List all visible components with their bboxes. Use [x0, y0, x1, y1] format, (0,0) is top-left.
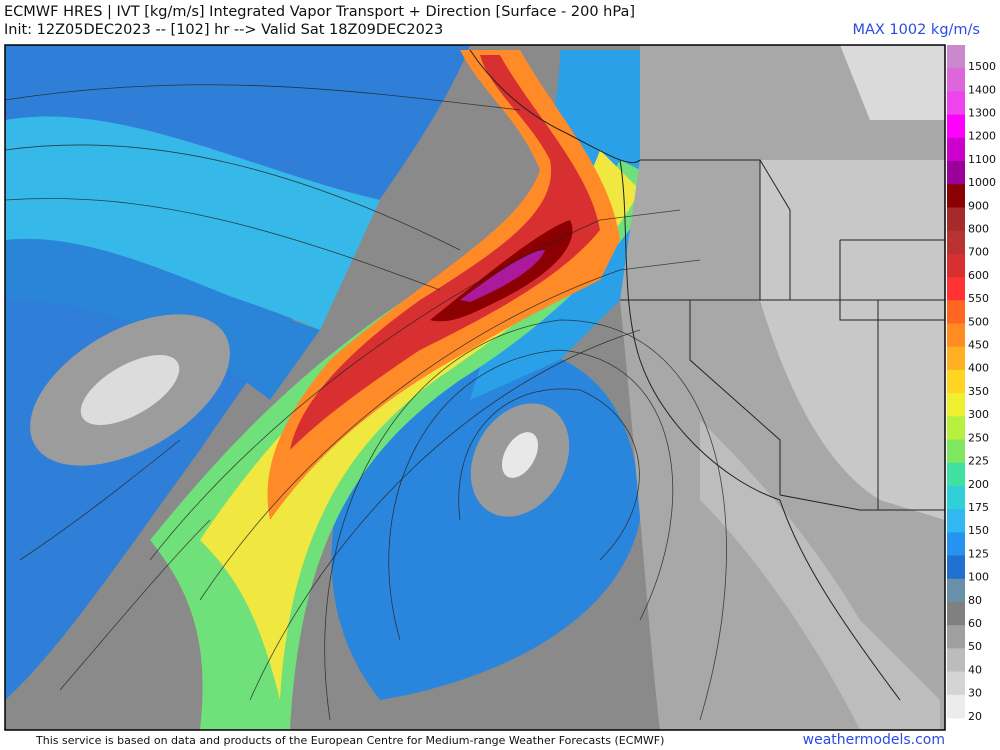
colorbar-label: 40 — [968, 663, 982, 676]
colorbar-swatch — [947, 694, 965, 719]
colorbar-label: 50 — [968, 640, 982, 653]
colorbar-swatch — [947, 555, 965, 580]
colorbar-label: 100 — [968, 571, 989, 584]
colorbar-label: 350 — [968, 385, 989, 398]
colorbar-label: 500 — [968, 315, 989, 328]
colorbar-swatch — [947, 207, 965, 232]
colorbar-label: 250 — [968, 431, 989, 444]
colorbar-swatch — [947, 300, 965, 324]
colorbar-label: 450 — [968, 339, 989, 352]
colorbar-label: 1400 — [968, 83, 996, 96]
borders — [469, 49, 945, 701]
colorbar-swatch — [947, 277, 965, 301]
colorbar-label: 600 — [968, 269, 989, 282]
colorbar-swatch — [947, 346, 965, 371]
colorbar-swatch — [947, 253, 965, 278]
subtitle: Init: 12Z05DEC2023 -- [102] hr --> Valid… — [4, 22, 444, 38]
colorbar-label: 800 — [968, 222, 989, 235]
colorbar-swatch — [947, 91, 965, 116]
map-frame — [4, 44, 946, 731]
colorbar-swatch — [947, 137, 965, 162]
colorbar: 1500 1400 1300 1200 1100 1000 900 800 700 600 550 5… — [947, 45, 996, 723]
colorbar-swatch — [947, 462, 965, 487]
colorbar-label: 200 — [968, 478, 989, 491]
streamlines — [5, 84, 727, 721]
colorbar-label: 1200 — [968, 130, 996, 143]
colorbar-swatch — [947, 601, 965, 626]
colorbar-label: 175 — [968, 501, 989, 514]
colorbar-swatch — [947, 439, 965, 464]
title: ECMWF HRES | IVT [kg/m/s] Integrated Vap… — [4, 4, 636, 20]
colorbar-label: 30 — [968, 687, 982, 700]
colorbar-label: 550 — [968, 292, 989, 305]
colorbar-label: 60 — [968, 617, 982, 630]
colorbar-swatch — [947, 485, 965, 510]
colorbar-label: 1300 — [968, 106, 996, 119]
site-name: weathermodels.com — [802, 732, 945, 748]
colorbar-swatch — [947, 648, 965, 673]
colorbar-swatch — [947, 369, 965, 394]
colorbar-swatch — [947, 416, 965, 441]
colorbar-label: 225 — [968, 455, 989, 468]
colorbar-label: 150 — [968, 524, 989, 537]
ivt-field — [5, 45, 945, 730]
colorbar-label: 80 — [968, 594, 982, 607]
colorbar-label: 900 — [968, 199, 989, 212]
max-label: MAX 1002 kg/m/s — [852, 22, 980, 38]
colorbar-swatch — [947, 323, 965, 348]
colorbar-swatch — [947, 532, 965, 557]
colorbar-swatch — [947, 393, 965, 417]
colorbar-swatch — [947, 184, 965, 208]
colorbar-swatch — [947, 45, 965, 69]
colorbar-swatch — [947, 161, 965, 185]
colorbar-label: 1100 — [968, 153, 996, 166]
colorbar-label: 1000 — [968, 176, 996, 189]
colorbar-label: 20 — [968, 710, 982, 723]
colorbar-swatch — [947, 625, 965, 649]
colorbar-swatch — [947, 114, 965, 139]
colorbar-label: 400 — [968, 362, 989, 375]
colorbar-label: 1500 — [968, 60, 996, 73]
colorbar-swatch — [947, 509, 965, 533]
colorbar-label: 700 — [968, 246, 989, 259]
colorbar-swatch — [947, 671, 965, 696]
colorbar-swatch — [947, 578, 965, 603]
footer-notice: This service is based on data and produc… — [36, 734, 665, 747]
colorbar-label: 300 — [968, 408, 989, 421]
colorbar-swatch — [947, 68, 965, 92]
colorbar-swatch — [947, 230, 965, 255]
colorbar-label: 125 — [968, 547, 989, 560]
